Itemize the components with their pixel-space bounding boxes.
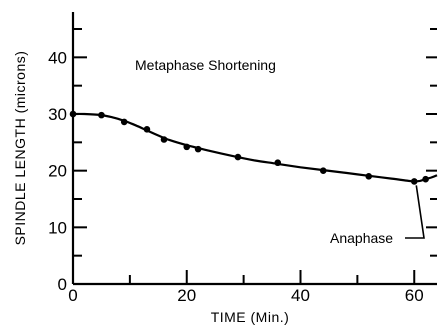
data-point-12 [422,175,429,183]
data-point-11 [410,178,418,185]
data-points [69,110,429,185]
y-tick-label-10: 10 [48,218,67,237]
data-point-7 [234,153,242,161]
y-tick-label-30: 30 [48,105,67,124]
data-point-5 [183,143,191,151]
x-axis-title: TIME (Min.) [211,309,290,325]
y-tick-label-0: 0 [58,275,67,294]
data-point-0 [69,110,77,118]
data-point-9 [319,167,327,174]
data-point-10 [365,173,373,180]
data-point-1 [98,111,105,119]
tick-labels: 0 20 40 60 0 10 20 30 40 [48,48,424,305]
data-point-6 [194,145,202,153]
data-point-8 [274,159,282,167]
ticks [73,28,437,284]
metaphase-annotation: Metaphase Shortening [135,57,276,73]
data-point-3 [143,126,151,133]
data-point-2 [120,118,128,126]
x-tick-label-20: 20 [177,286,196,305]
anaphase-annotation: Anaphase [330,230,393,246]
y-tick-label-20: 20 [48,162,67,181]
anaphase-leader-line [405,185,425,239]
x-tick-label-0: 0 [68,286,77,305]
y-axis-title: SPINDLE LENGTH (microns) [12,51,28,246]
y-tick-label-40: 40 [48,48,67,67]
x-tick-label-40: 40 [291,286,310,305]
fitted-curve [72,112,438,183]
data-point-4 [160,136,168,143]
x-tick-label-60: 60 [405,286,424,305]
